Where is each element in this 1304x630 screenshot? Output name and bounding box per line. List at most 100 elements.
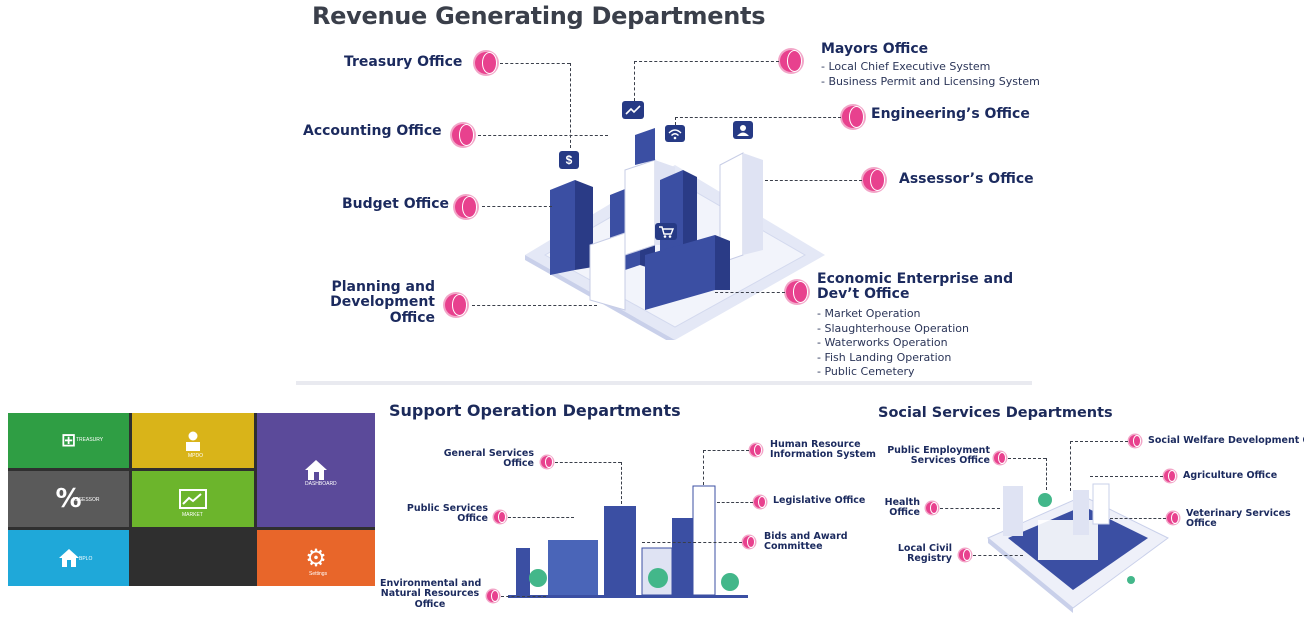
label-line: Public Services (406, 503, 488, 514)
label-line: Economic Enterprise and (817, 271, 1014, 287)
label-line: Committee (764, 541, 823, 553)
label-line: Natural Resources (380, 588, 480, 600)
economic-enterprise-marker[interactable] (786, 281, 808, 303)
social-welfare-marker[interactable] (1129, 435, 1141, 447)
home-icon (58, 549, 79, 567)
mayors-office-marker[interactable] (780, 50, 802, 72)
label-line: Information System (770, 449, 876, 461)
assessor-office-marker[interactable] (863, 169, 885, 191)
connector-line (940, 508, 1000, 509)
label-line: Office (503, 458, 534, 470)
connector-line (1046, 458, 1047, 490)
label-line: Planning and (331, 279, 435, 295)
connector-line (1070, 441, 1128, 442)
percent-icon: % (55, 484, 82, 514)
budget-office-marker[interactable] (455, 196, 477, 218)
health-office-label: Health Office (870, 497, 920, 519)
chart-image-icon (179, 489, 207, 509)
bids-committee-marker[interactable] (743, 536, 755, 548)
social-city-illustration (987, 483, 1169, 613)
city-illustration (525, 128, 825, 340)
sub-item: Local Chief Executive System (821, 60, 1040, 75)
legislative-office-marker[interactable] (754, 496, 766, 508)
connector-line (717, 502, 753, 503)
sub-item: Business Permit and Licensing System (821, 75, 1039, 90)
planning-office-label: Planning and Development Office (325, 279, 435, 326)
social-title: Social Services Departments (878, 405, 1113, 421)
tile-label: DASHBOARD (305, 481, 337, 487)
connector-line (555, 462, 621, 463)
label-line: Office (457, 513, 488, 525)
tile-treasury[interactable]: ⊞ TREASURY (8, 413, 129, 468)
chart-icon (622, 101, 644, 119)
label-line: Human Resource (770, 439, 861, 450)
connector-line (1090, 476, 1163, 477)
tile-dashboard-home[interactable]: DASHBOARD (257, 413, 375, 527)
label-line: Health (884, 497, 920, 508)
veterinary-office-marker[interactable] (1167, 512, 1179, 524)
tile-bplo[interactable]: BPLO (8, 530, 129, 586)
health-office-marker[interactable] (926, 502, 938, 514)
public-services-marker[interactable] (494, 511, 506, 523)
connector-line (703, 450, 704, 485)
planning-office-marker[interactable] (445, 294, 467, 316)
environment-office-label: Environmental and Natural Resources Offi… (380, 578, 482, 610)
home-icon (305, 460, 327, 480)
connector-line (500, 63, 570, 64)
general-services-marker[interactable] (541, 456, 553, 468)
tile-assessor[interactable]: % ASSESSOR (8, 471, 129, 527)
wifi-icon (665, 125, 685, 142)
mayors-office-items: Local Chief Executive System Business Pe… (821, 60, 1040, 90)
accounting-office-label: Accounting Office (303, 123, 442, 139)
connector-line (642, 542, 742, 543)
peso-office-marker[interactable] (994, 452, 1006, 464)
connector-line (675, 117, 841, 118)
economic-enterprise-items: Market Operation Slaughterhouse Operatio… (817, 307, 969, 380)
label-line: Office (414, 598, 446, 610)
label-line: Development (330, 294, 435, 311)
connector-line (973, 555, 1023, 556)
civil-registry-marker[interactable] (959, 549, 971, 561)
connector-line (472, 305, 597, 306)
hr-system-label: Human Resource Information System (770, 439, 876, 461)
civil-registry-label: Local Civil Registry (880, 543, 952, 565)
connector-line (478, 135, 608, 136)
sub-item: Slaughterhouse Operation (817, 322, 969, 337)
label-line: Public Employment (887, 445, 990, 456)
label-line: Environmental and (380, 578, 482, 589)
tile-label: ASSESSOR (72, 497, 100, 503)
connector-line (1110, 518, 1166, 519)
connector-line (621, 462, 622, 504)
connector-line (570, 63, 571, 148)
sub-item: Waterworks Operation (817, 336, 969, 351)
accounting-office-marker[interactable] (452, 124, 474, 146)
agriculture-office-marker[interactable] (1164, 470, 1176, 482)
revenue-title: Revenue Generating Departments (312, 2, 766, 30)
tile-label: TREASURY (76, 437, 104, 443)
label-line: Office (1186, 518, 1217, 530)
user-icon (733, 121, 753, 139)
sub-item: Fish Landing Operation (817, 351, 969, 366)
connector-line (1070, 441, 1071, 491)
label-line: Local Civil (897, 543, 952, 554)
engineering-office-label: Engineering’s Office (871, 106, 1030, 122)
connector-line (482, 206, 552, 207)
connector-line (634, 61, 779, 62)
label-line: Registry (907, 553, 952, 565)
label-line: Services Office (910, 455, 990, 467)
engineering-office-marker[interactable] (842, 106, 864, 128)
tile-label: MPDO (188, 453, 203, 459)
economic-enterprise-label: Economic Enterprise and Dev’t Office (817, 271, 1014, 303)
tile-market[interactable]: MARKET (132, 471, 254, 527)
veterinary-office-label: Veterinary Services Office (1186, 508, 1291, 530)
treasury-office-marker[interactable] (475, 52, 497, 74)
tile-settings[interactable]: ⚙ Settings (257, 530, 375, 586)
hr-system-marker[interactable] (750, 444, 762, 456)
legislative-office-label: Legislative Office (773, 495, 866, 506)
connector-line (765, 180, 862, 181)
environment-office-marker[interactable] (487, 590, 499, 602)
connector-line (1008, 458, 1046, 459)
social-welfare-label: Social Welfare Development Office (1148, 435, 1304, 446)
tile-mpdo[interactable]: MPDO (132, 413, 254, 468)
gear-icon: ⚙ (305, 544, 327, 572)
